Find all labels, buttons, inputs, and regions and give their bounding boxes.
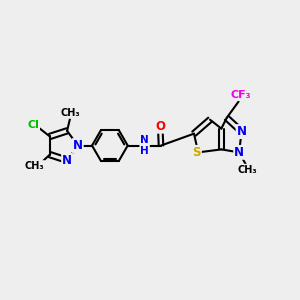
Text: CF₃: CF₃ — [231, 90, 251, 100]
Text: CH₃: CH₃ — [237, 165, 257, 175]
Text: S: S — [192, 146, 201, 159]
Text: N: N — [236, 125, 247, 138]
Text: CH₃: CH₃ — [61, 108, 80, 118]
Text: N: N — [73, 139, 83, 152]
Text: N: N — [234, 146, 244, 159]
Text: N
H: N H — [140, 135, 149, 156]
Text: CH₃: CH₃ — [25, 161, 44, 171]
Text: O: O — [155, 120, 165, 133]
Text: N: N — [62, 154, 72, 167]
Text: Cl: Cl — [27, 120, 39, 130]
